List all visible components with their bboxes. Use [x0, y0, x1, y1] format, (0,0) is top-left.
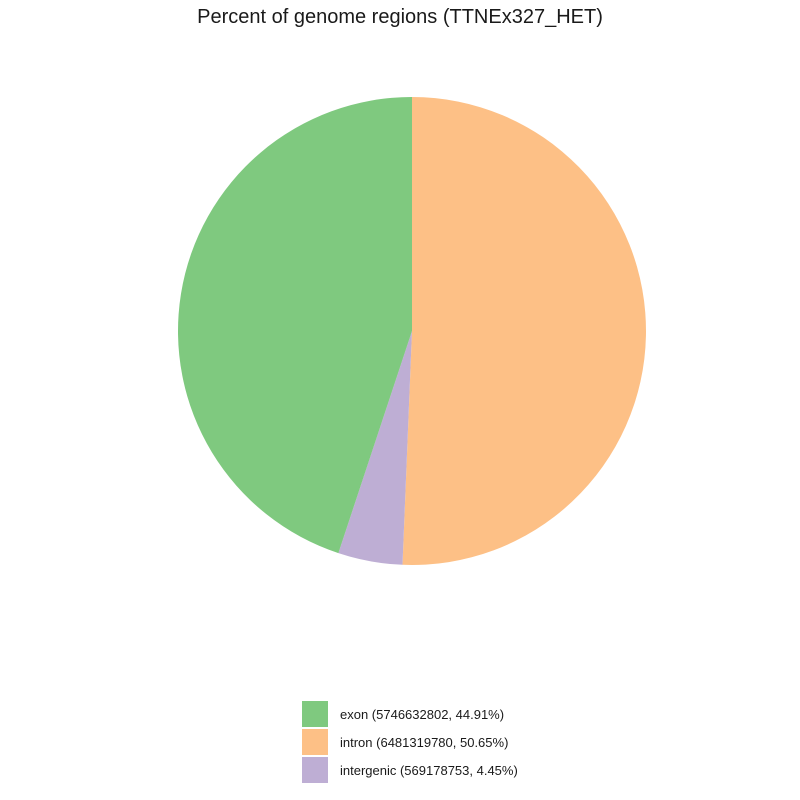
legend-swatch [302, 757, 328, 783]
legend-item-intron-slot-0: exon (5746632802, 44.91%) [302, 700, 518, 728]
chart-title: Percent of genome regions (TTNEx327_HET) [197, 6, 603, 28]
legend-item-intergenic: intergenic (569178753, 4.45%) [302, 756, 518, 784]
legend-swatch [302, 729, 328, 755]
pie-slice-intron [402, 97, 646, 565]
legend-label: intron (6481319780, 50.65%) [340, 734, 509, 750]
legend-label: exon (5746632802, 44.91%) [340, 706, 505, 722]
legend-item-intron: intron (6481319780, 50.65%) [302, 728, 518, 756]
pie-slice-intergenic [338, 331, 412, 565]
legend-label: intergenic (569178753, 4.45%) [340, 762, 518, 778]
pie-slice-exon [177, 97, 412, 554]
legend: exon (5746632802, 44.91%) intron (648131… [302, 700, 518, 784]
legend-swatch [302, 701, 328, 727]
